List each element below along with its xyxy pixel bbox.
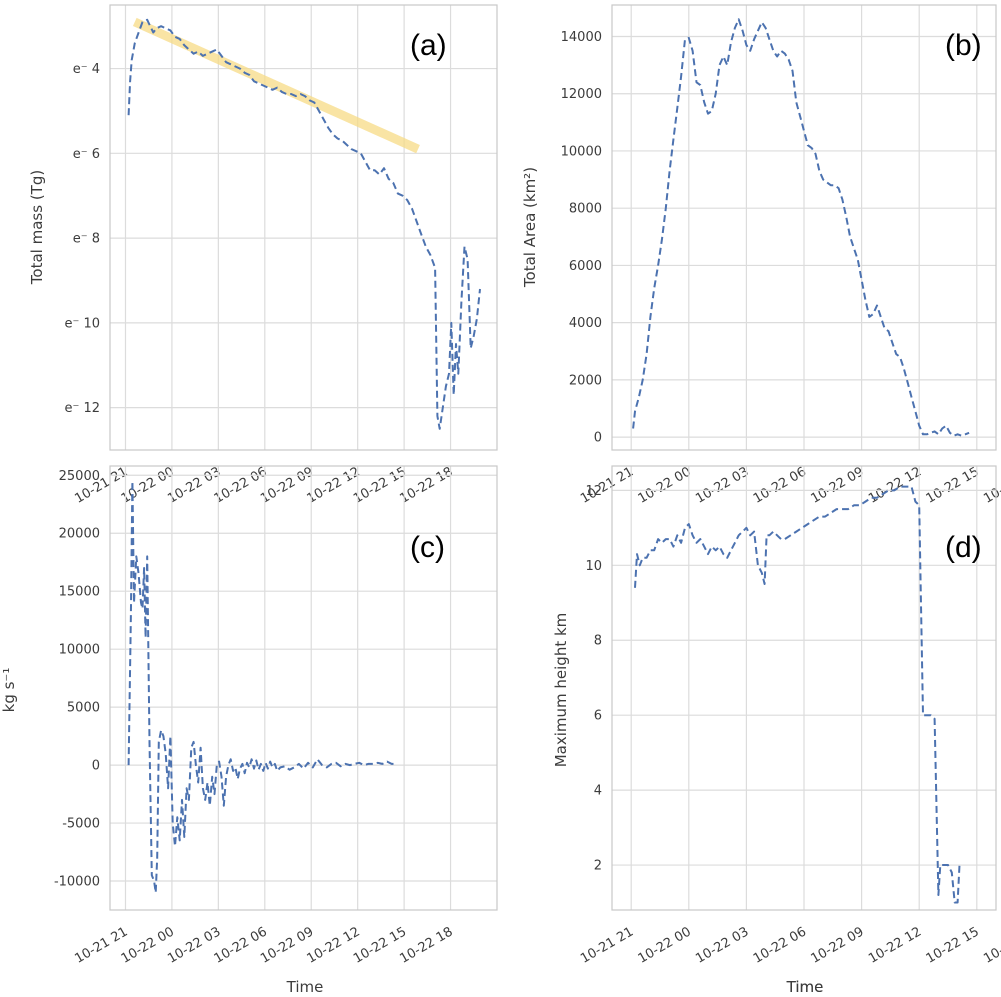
series-line xyxy=(634,485,961,904)
y-tick-label: 25000 xyxy=(59,469,100,484)
y-tick-label: e⁻ 12 xyxy=(64,401,100,416)
y-tick-label: -10000 xyxy=(54,875,100,890)
y-tick-label: 8000 xyxy=(569,202,602,217)
series-line xyxy=(127,18,481,430)
y-tick-label: 2000 xyxy=(569,373,602,388)
x-tick-label: 10-22 00 xyxy=(636,924,694,966)
x-tick-label: 10-22 18 xyxy=(397,464,455,506)
series-line xyxy=(127,480,397,894)
series-line xyxy=(632,18,970,437)
x-tick-label: 10-22 18 xyxy=(397,924,455,966)
y-axis-label: Total Area (km²) xyxy=(521,167,539,288)
y-tick-label: 0 xyxy=(92,759,100,774)
trend-line xyxy=(132,17,420,154)
y-tick-label: e⁻ 10 xyxy=(64,316,100,331)
x-tick-label: 10-21 21 xyxy=(578,924,636,966)
y-tick-label: 5000 xyxy=(67,701,100,716)
x-axis-label: Time xyxy=(786,978,824,996)
y-tick-label: 6000 xyxy=(569,259,602,274)
x-axis-label: Time xyxy=(786,978,824,996)
x-tick-label: 10-22 12 xyxy=(866,924,924,966)
y-tick-label: e⁻ 8 xyxy=(73,232,100,247)
panel-b: 0 2000 4000 6000 8000 10000 12000 14000 10-21 21… xyxy=(521,4,1001,996)
x-tick-label: 10-22 06 xyxy=(751,924,809,966)
y-tick-label: 8 xyxy=(594,634,602,649)
y-tick-label: e⁻ 6 xyxy=(73,147,100,162)
panel-letter: (c) xyxy=(410,531,445,564)
y-tick-label: 12000 xyxy=(561,87,602,102)
panel-letter: (a) xyxy=(410,29,447,62)
y-tick-label: 10000 xyxy=(561,144,602,159)
y-tick-label: 2 xyxy=(594,859,602,874)
x-tick-label: 10-22 18 xyxy=(981,924,1001,966)
axes-frame xyxy=(611,465,997,911)
x-tick-label: 10-22 15 xyxy=(924,464,982,506)
y-tick-label: 14000 xyxy=(561,30,602,45)
y-tick-label: 0 xyxy=(594,431,602,446)
panel-c: -10000 -5000 0 5000 10000 15000 20000 25000 10-2… xyxy=(0,465,498,996)
x-tick-label: 10-22 09 xyxy=(808,464,866,506)
y-tick-label: -5000 xyxy=(62,817,100,832)
y-axis-label: Total mass (Tg) xyxy=(28,170,46,285)
y-axis-label: Maximum height km xyxy=(552,613,570,768)
x-tick-label: 10-22 09 xyxy=(808,924,866,966)
panel-letter: (b) xyxy=(945,29,982,62)
y-tick-label: 10 xyxy=(585,559,602,574)
y-axis-label: kg s⁻¹ xyxy=(0,668,18,713)
x-tick-label: 10-22 18 xyxy=(981,464,1001,506)
y-tick-label: 10000 xyxy=(59,643,100,658)
axes-frame xyxy=(109,4,498,451)
y-tick-label: e⁻ 4 xyxy=(73,62,100,77)
y-tick-label: 12 xyxy=(585,484,602,499)
y-tick-label: 6 xyxy=(594,709,602,724)
x-axis-label: Time xyxy=(286,978,324,996)
y-tick-label: 15000 xyxy=(59,585,100,600)
axes-frame xyxy=(611,4,997,451)
x-tick-label: 10-22 15 xyxy=(924,924,982,966)
axes-frame xyxy=(109,465,498,911)
y-tick-label: 4000 xyxy=(569,316,602,331)
x-tick-label: 10-22 03 xyxy=(693,464,751,506)
panel-letter: (d) xyxy=(945,531,982,564)
x-tick-label: 10-22 03 xyxy=(693,924,751,966)
x-tick-label: 10-22 06 xyxy=(751,464,809,506)
y-tick-label: 4 xyxy=(594,784,602,799)
x-tick-label: 10-22 00 xyxy=(636,464,694,506)
y-tick-label: 20000 xyxy=(59,527,100,542)
